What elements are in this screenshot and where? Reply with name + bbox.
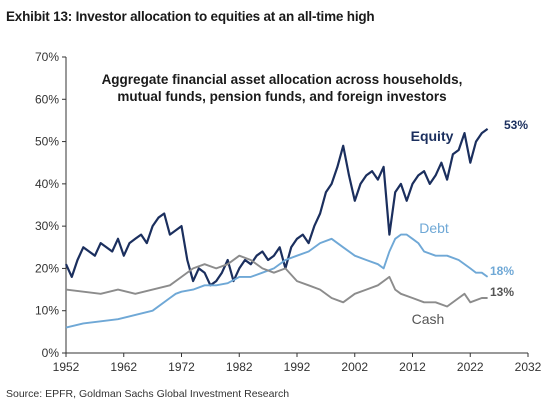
source-note: Source: EPFR, Goldman Sachs Global Inves… [6,388,290,400]
series-name-debt: Debt [419,220,449,236]
series-line-cash [65,254,488,308]
x-tick-label: 1992 [284,360,311,374]
series-name-equity: Equity [411,128,454,144]
x-tick-label: 2012 [399,360,426,374]
chart-subtitle-line: Aggregate financial asset allocation acr… [102,72,463,87]
end-value-equity: 53% [504,118,528,132]
x-tick-label: 1962 [110,360,137,374]
x-tick-label: 1972 [168,360,195,374]
y-tick-label: 50% [35,135,59,149]
y-axis-ticks: 0% 10% 20% 30% 40% 50% 60% 70% [35,50,66,360]
x-tick-label: 1982 [226,360,253,374]
y-tick-label: 70% [35,50,59,64]
series-lines [64,128,489,329]
chart-subtitle-line: mutual funds, pension funds, and foreign… [117,89,446,104]
x-axis-ticks: 1952 1962 1972 1982 1992 2002 2012 2022 2032 [53,353,542,374]
series-line-equity [64,128,489,287]
end-value-debt: 18% [490,264,514,278]
exhibit-title: Exhibit 13: Investor allocation to equit… [6,9,375,24]
series-name-cash: Cash [412,311,445,327]
series-labels: Equity 53% Debt 18% Cash 13% [411,118,529,327]
series-line-debt [65,233,489,329]
y-tick-label: 20% [35,261,59,275]
x-tick-label: 2002 [341,360,368,374]
y-tick-label: 40% [35,177,59,191]
x-tick-label: 2022 [457,360,484,374]
chart-subtitle: Aggregate financial asset allocation acr… [102,72,463,104]
y-tick-label: 0% [42,346,60,360]
y-tick-label: 10% [35,304,59,318]
y-tick-label: 30% [35,219,59,233]
x-tick-label: 2032 [515,360,542,374]
x-tick-label: 1952 [53,360,80,374]
y-tick-label: 60% [35,92,59,106]
end-value-cash: 13% [490,285,514,299]
